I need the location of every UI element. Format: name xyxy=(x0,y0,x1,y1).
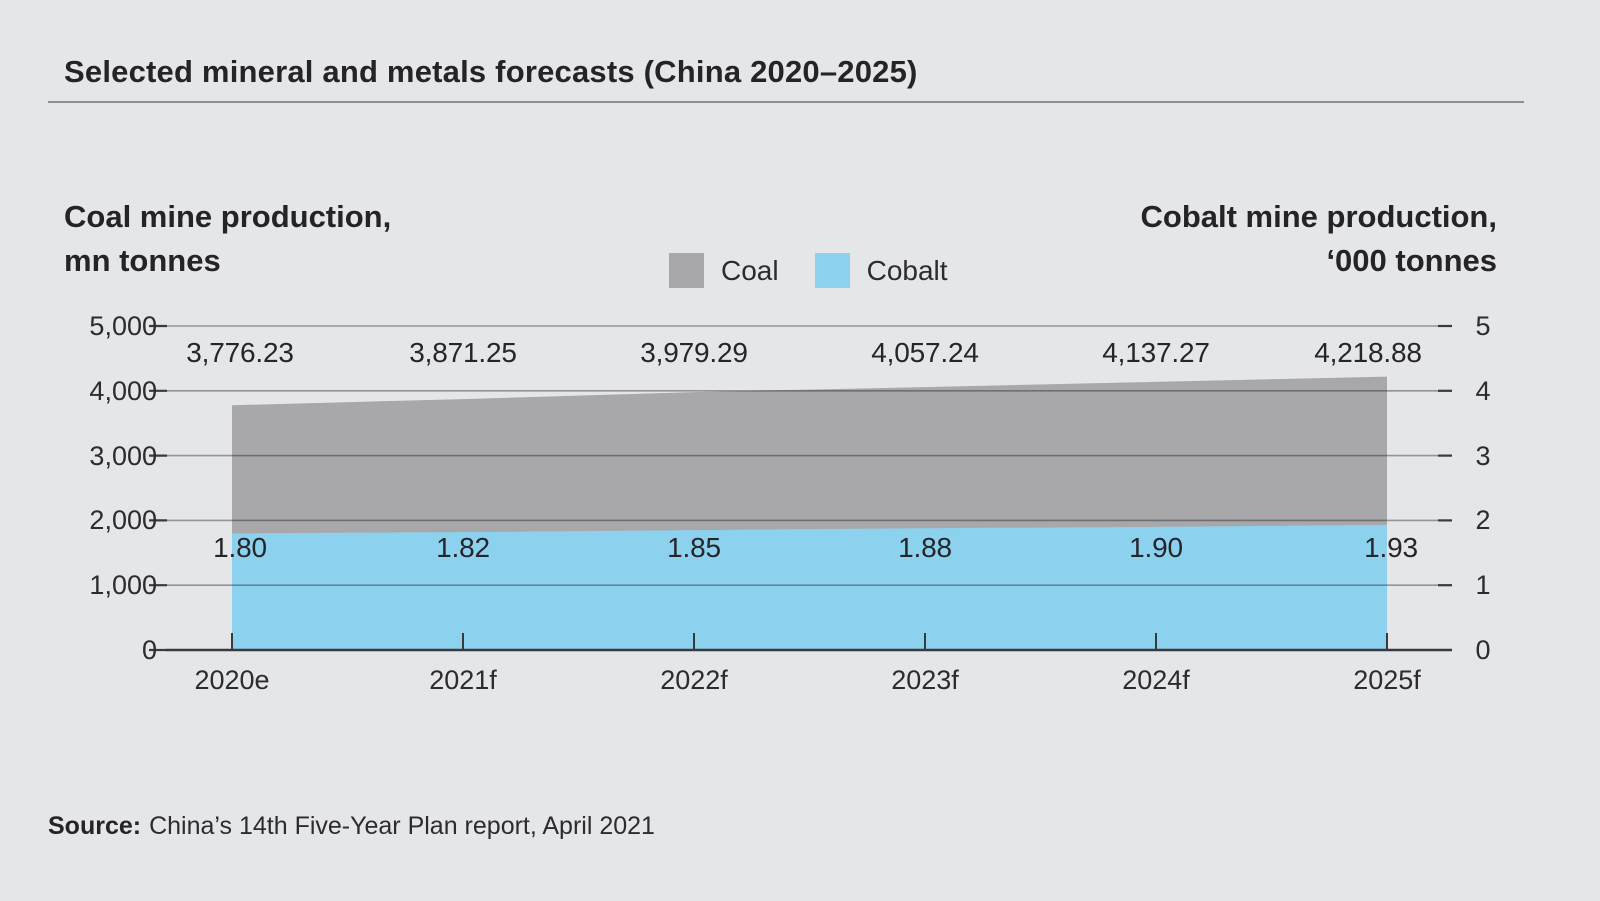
left-axis-title-line2: mn tonnes xyxy=(64,243,221,278)
coal-value-label: 3,776.23 xyxy=(186,337,294,368)
coal-value-label: 3,871.25 xyxy=(409,337,517,368)
source-label: Source: xyxy=(48,812,142,840)
right-axis-tick-label: 5 xyxy=(1475,311,1491,341)
category-label: 2021f xyxy=(429,665,497,695)
right-axis-title: Cobalt mine production, ‘000 tonnes xyxy=(1141,195,1498,283)
left-axis-tick-label: 0 xyxy=(141,635,157,665)
left-axis-title-line1: Coal mine production, xyxy=(64,199,392,234)
right-axis-tick-label: 3 xyxy=(1475,440,1491,471)
category-label: 2020e xyxy=(194,665,270,695)
cobalt-value-label: 1.82 xyxy=(436,532,490,563)
legend-label-coal: Coal xyxy=(721,255,779,286)
category-label: 2024f xyxy=(1122,665,1190,695)
title-divider xyxy=(48,101,1524,103)
coal-value-label: 3,979.29 xyxy=(640,337,748,368)
left-axis-title: Coal mine production, mn tonnes xyxy=(64,195,391,283)
left-axis-tick-label: 4,000 xyxy=(89,375,157,406)
right-axis-title-line2: ‘000 tonnes xyxy=(1326,243,1497,278)
coal-value-label: 4,218.88 xyxy=(1314,337,1422,368)
legend-item-cobalt: Cobalt xyxy=(814,253,948,288)
cobalt-value-label: 1.88 xyxy=(898,532,952,563)
legend-swatch-cobalt xyxy=(814,253,850,288)
right-axis-tick-label: 1 xyxy=(1475,570,1491,601)
legend-item-coal: Coal xyxy=(669,253,779,288)
left-axis-tick-label: 1,000 xyxy=(89,570,157,601)
cobalt-area xyxy=(232,524,1387,650)
figure-title: Selected mineral and metals forecasts (C… xyxy=(64,54,918,89)
category-label: 2025f xyxy=(1353,665,1421,695)
coal-value-label: 4,137.27 xyxy=(1102,337,1210,368)
right-axis-tick-label: 0 xyxy=(1475,635,1491,665)
legend-label-cobalt: Cobalt xyxy=(866,255,948,286)
left-axis-tick-label: 3,000 xyxy=(89,440,157,471)
cobalt-value-label: 1.93 xyxy=(1364,532,1418,563)
source-note: Source: China’s 14th Five-Year Plan repor… xyxy=(48,812,655,841)
chart-legend: Coal Cobalt xyxy=(669,253,948,288)
right-axis-tick-label: 4 xyxy=(1475,375,1491,406)
right-axis-tick-label: 2 xyxy=(1475,505,1491,536)
legend-swatch-coal xyxy=(669,253,704,288)
source-text: China’s 14th Five-Year Plan report, Apri… xyxy=(149,812,655,840)
cobalt-value-label: 1.80 xyxy=(213,532,267,563)
left-axis-tick-label: 5,000 xyxy=(89,311,157,341)
right-axis-title-line1: Cobalt mine production, xyxy=(1140,199,1498,234)
coal-value-label: 4,057.24 xyxy=(871,337,979,368)
cobalt-value-label: 1.85 xyxy=(667,532,721,563)
category-label: 2022f xyxy=(660,665,728,695)
category-label: 2023f xyxy=(891,665,959,695)
cobalt-value-label: 1.90 xyxy=(1129,532,1183,563)
left-axis-tick-label: 2,000 xyxy=(89,505,157,536)
